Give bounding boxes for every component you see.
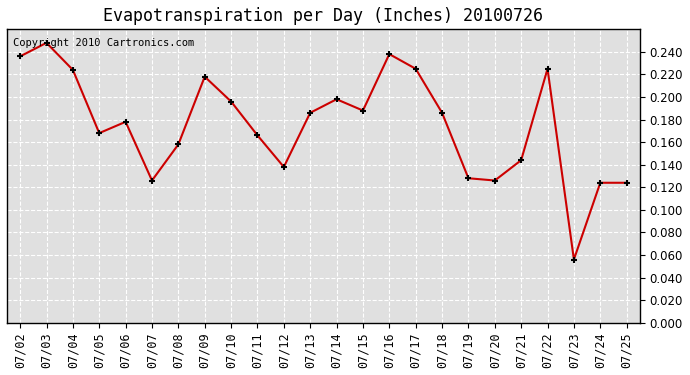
Title: Evapotranspiration per Day (Inches) 20100726: Evapotranspiration per Day (Inches) 2010… [104, 7, 544, 25]
Text: Copyright 2010 Cartronics.com: Copyright 2010 Cartronics.com [13, 38, 195, 48]
